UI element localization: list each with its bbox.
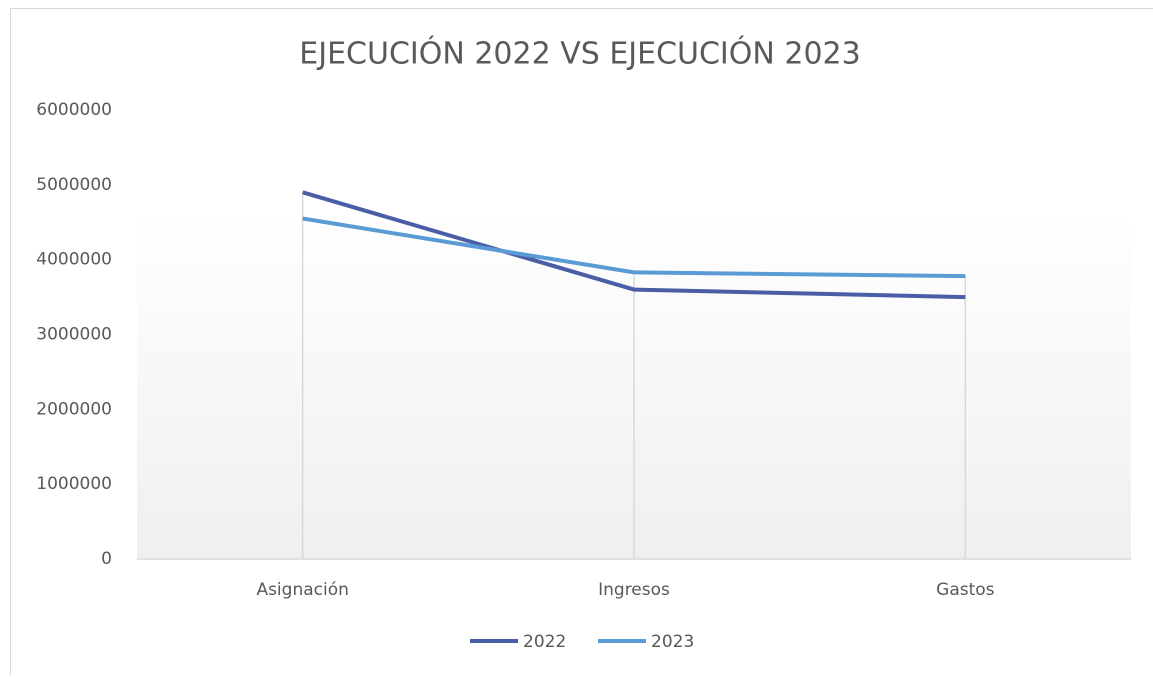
legend-label: 2022 [523, 632, 566, 652]
x-tick-label: Ingresos [598, 580, 670, 600]
y-tick-label: 4000000 [36, 250, 112, 270]
y-tick-label: 2000000 [36, 399, 112, 419]
legend-label: 2023 [651, 632, 694, 652]
x-tick-label: Asignación [256, 580, 348, 600]
y-tick-label: 0 [101, 549, 112, 569]
y-tick-label: 6000000 [36, 100, 112, 120]
y-tick-label: 5000000 [36, 175, 112, 195]
x-tick-label: Gastos [936, 580, 995, 600]
y-tick-label: 1000000 [36, 474, 112, 494]
chart-title: EJECUCIÓN 2022 VS EJECUCIÓN 2023 [299, 35, 860, 72]
y-tick-label: 3000000 [36, 325, 112, 345]
